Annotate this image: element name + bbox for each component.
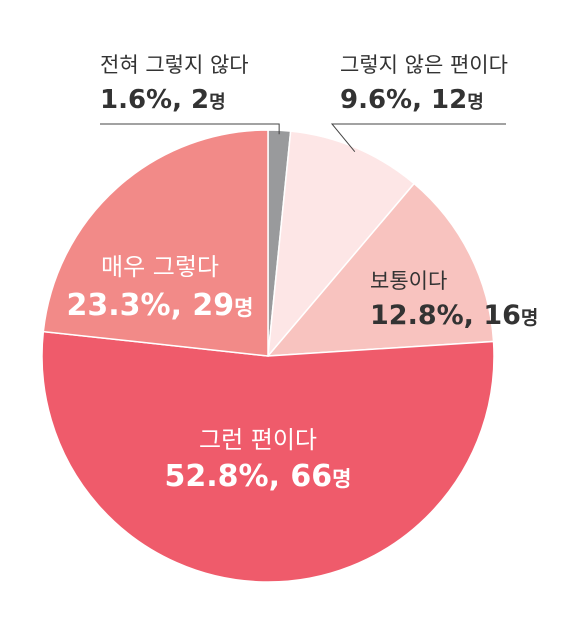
- slice-value-label: 52.8%, 66명: [165, 459, 352, 494]
- slice-label-4: 매우 그렇다 23.3%, 29명: [67, 253, 254, 323]
- slice-category-label: 전혀 그렇지 않다: [100, 53, 249, 77]
- slice-label-2: 보통이다 12.8%, 16명: [370, 269, 538, 331]
- pie-slice-2: [266, 182, 495, 357]
- slice-count-unit: 명: [332, 467, 351, 491]
- slice-percent-count: 12.8%, 16: [370, 300, 521, 331]
- pie-slice-4: [42, 129, 269, 357]
- slice-category-label: 매우 그렇다: [101, 253, 219, 281]
- slice-label-0: 전혀 그렇지 않다 1.6%, 2명: [100, 53, 280, 135]
- pie-slice-3: [41, 330, 495, 583]
- slice-count-unit: 명: [521, 307, 538, 329]
- slice-count-unit: 명: [234, 296, 253, 320]
- slice-value-label: 12.8%, 16명: [370, 300, 538, 331]
- slice-count-unit: 명: [209, 92, 226, 113]
- slice-percent-count: 23.3%, 29: [67, 288, 235, 323]
- slice-value-label: 1.6%, 2명: [100, 85, 226, 115]
- slice-value-label: 23.3%, 29명: [67, 288, 254, 323]
- slice-value-label: 9.6%, 12명: [340, 85, 484, 115]
- slice-percent-count: 52.8%, 66: [165, 459, 333, 494]
- slice-percent-count: 9.6%, 12: [340, 85, 467, 115]
- slice-category-label: 그렇지 않은 편이다: [340, 53, 508, 77]
- leader-line: [330, 123, 506, 152]
- pie-slice-1: [267, 130, 416, 359]
- leader-line: [100, 123, 280, 135]
- slice-category-label: 그런 편이다: [199, 426, 317, 454]
- slice-percent-count: 1.6%, 2: [100, 85, 209, 115]
- slice-label-3: 그런 편이다 52.8%, 66명: [165, 426, 352, 494]
- slice-count-unit: 명: [467, 92, 484, 113]
- slice-label-1: 그렇지 않은 편이다 9.6%, 12명: [330, 53, 508, 152]
- slice-category-label: 보통이다: [370, 269, 447, 293]
